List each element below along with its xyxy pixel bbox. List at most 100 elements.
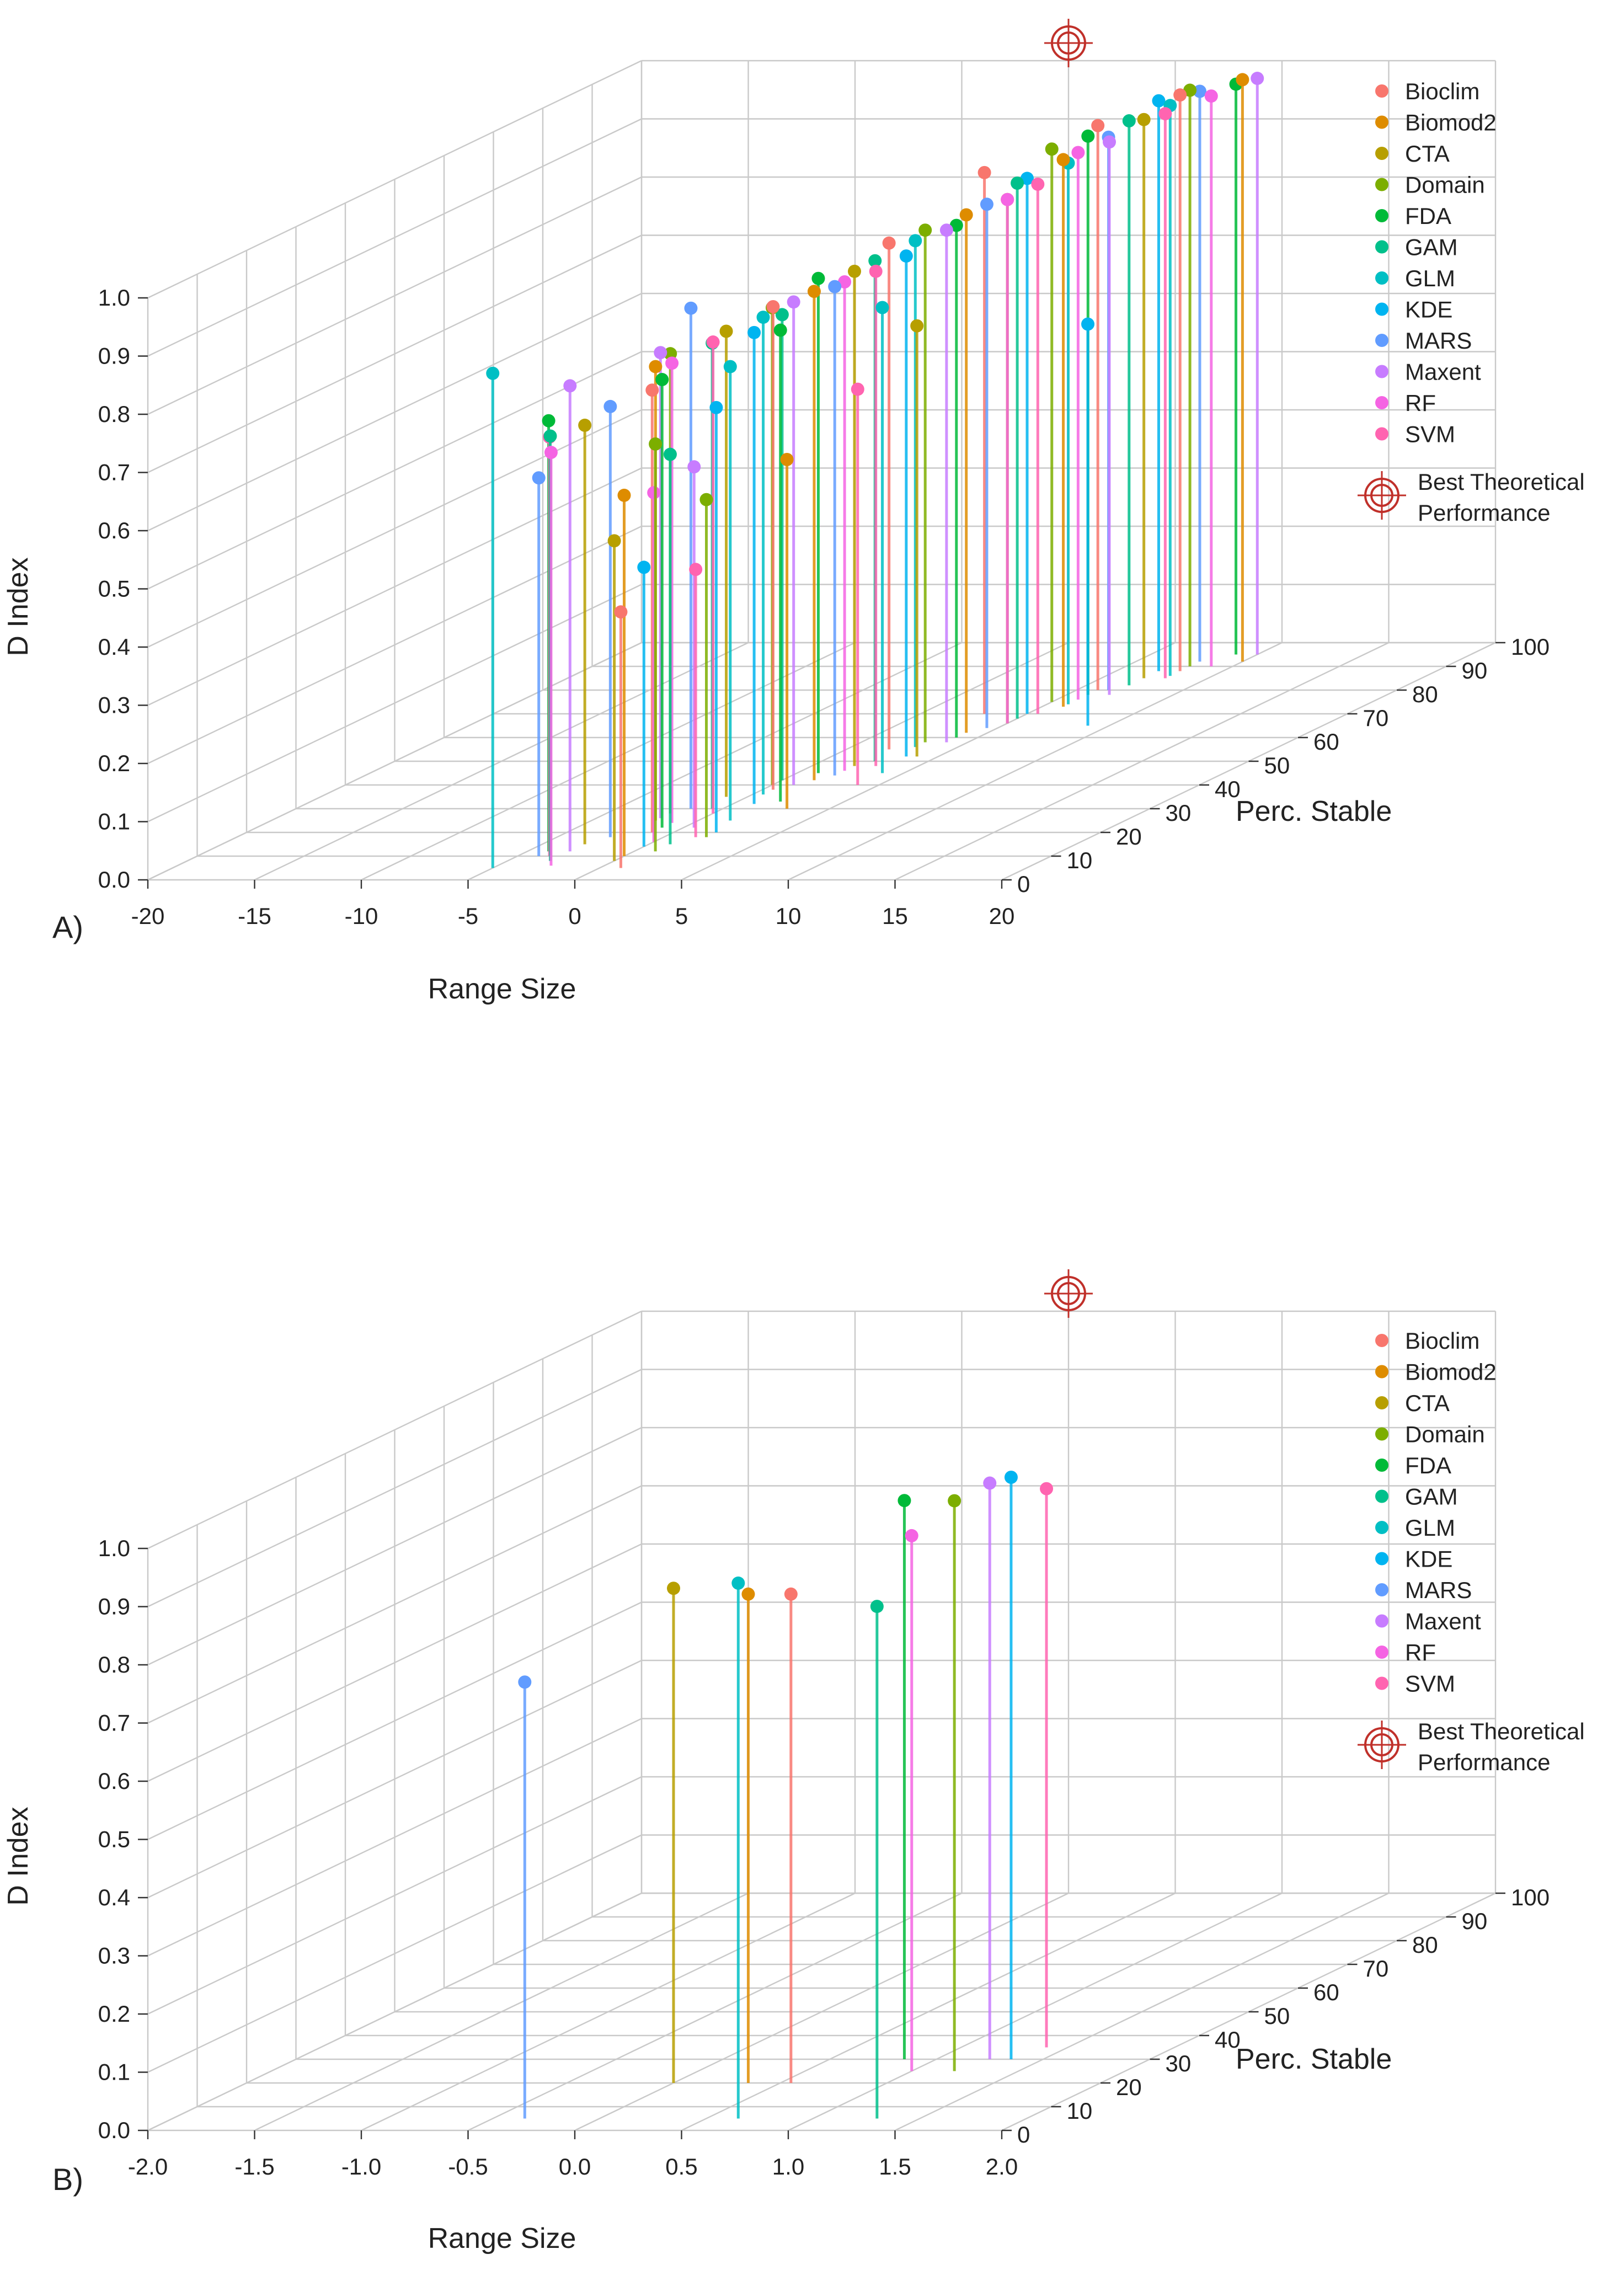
- data-point: [1045, 142, 1059, 156]
- data-point: [684, 301, 698, 315]
- legend-swatch: [1375, 1489, 1388, 1503]
- left-wall-gridline-z: [147, 1485, 642, 1724]
- z-tick-label: 0.4: [98, 634, 130, 660]
- legend-swatch: [1375, 84, 1388, 98]
- y-tick-label: 10: [1067, 847, 1093, 873]
- data-point: [614, 605, 628, 619]
- x-tick-label: 0.0: [559, 2154, 591, 2179]
- panel-a: -20 -15 -10 -5 0 5 10 15 20 0.0 0.1 0.2 0.3 0.4 0.5 0.6…: [2, 19, 1585, 1005]
- x-tick-label: -1.5: [234, 2154, 274, 2179]
- z-tick-label: 0.8: [98, 1652, 130, 1678]
- data-point: [747, 325, 761, 339]
- z-tick-label: 0.7: [98, 460, 130, 485]
- data-point: [787, 295, 800, 309]
- legend-swatch: [1375, 1396, 1388, 1409]
- x-tick-label: 0: [568, 903, 581, 929]
- legend-item-label: RF: [1405, 390, 1436, 416]
- legend-item-label: RF: [1405, 1639, 1436, 1665]
- y-tick-label: 90: [1462, 1908, 1488, 1934]
- legend-swatch: [1375, 1459, 1388, 1472]
- best-theoretical-target-icon: [1044, 1269, 1093, 1318]
- data-point: [647, 486, 661, 500]
- data-point: [959, 208, 973, 222]
- data-point: [838, 275, 852, 289]
- z-tick-label: 0.3: [98, 1943, 130, 1969]
- legend-swatch: [1375, 365, 1388, 378]
- data-point: [811, 271, 825, 285]
- y-axis-title: Perc. Stable: [1236, 2043, 1392, 2075]
- left-wall-gridline-z: [147, 351, 642, 590]
- data-point: [1193, 84, 1206, 98]
- data-point: [1251, 72, 1264, 86]
- data-points: [518, 1471, 1054, 2119]
- legend-item-label: KDE: [1405, 297, 1452, 323]
- x-tick-label: -0.5: [448, 2154, 488, 2179]
- box-grid: [147, 1310, 1497, 2132]
- data-point: [949, 218, 963, 232]
- y-tick-label: 30: [1166, 2050, 1192, 2076]
- data-point: [532, 471, 546, 485]
- data-point: [1040, 1482, 1054, 1495]
- data-point: [1081, 129, 1095, 143]
- data-point: [1081, 317, 1095, 331]
- data-point: [766, 300, 780, 313]
- left-wall-gridline-z: [147, 292, 642, 532]
- data-point: [870, 1600, 884, 1614]
- x-tick-label: -2.0: [128, 2154, 168, 2179]
- legend-item-label: GLM: [1405, 1515, 1455, 1541]
- y-axis-title: Perc. Stable: [1236, 795, 1392, 827]
- legend-swatch: [1375, 115, 1388, 129]
- data-point: [649, 437, 663, 451]
- data-point: [909, 234, 922, 248]
- y-tick-label: 50: [1264, 752, 1290, 778]
- data-point: [603, 399, 617, 413]
- legend-item-label: CTA: [1405, 1390, 1450, 1416]
- x-tick-label: 2.0: [986, 2154, 1018, 2179]
- data-point: [869, 264, 883, 278]
- legend-swatch: [1375, 334, 1388, 347]
- best-theoretical-target-icon: [1044, 19, 1093, 67]
- y-tick-label: 80: [1412, 1932, 1438, 1958]
- data-point: [486, 366, 500, 380]
- x-tick-label: 15: [882, 903, 908, 929]
- y-tick-label: 80: [1412, 681, 1438, 707]
- legend-best-line2: Performance: [1418, 1749, 1550, 1775]
- data-point: [980, 197, 993, 211]
- x-tick-label: -5: [458, 903, 478, 929]
- legend-swatch: [1375, 1583, 1388, 1596]
- data-point: [667, 1582, 680, 1595]
- legend-swatch: [1375, 1365, 1388, 1379]
- legend-swatch: [1375, 1552, 1388, 1566]
- y-tick-label: 20: [1116, 824, 1142, 850]
- legend-swatch: [1375, 1334, 1388, 1347]
- left-wall-gridline-z: [147, 60, 642, 299]
- z-tick-label: 0.1: [98, 2059, 130, 2085]
- data-point: [1021, 172, 1034, 185]
- left-wall-gridline-z: [147, 234, 642, 473]
- legend-item-label: Biomod2: [1405, 1359, 1497, 1385]
- left-wall-gridline-z: [147, 467, 642, 706]
- data-point: [649, 360, 663, 373]
- left-wall-gridline-z: [147, 1310, 642, 1550]
- legend-item-label: Domain: [1405, 1422, 1485, 1447]
- data-point: [882, 236, 896, 250]
- legend-item-label: FDA: [1405, 203, 1451, 229]
- y-tick-label: 10: [1067, 2098, 1093, 2124]
- left-wall-gridline-z: [147, 1718, 642, 1957]
- left-wall-gridline-z: [147, 1776, 642, 2015]
- x-tick-label: -10: [345, 903, 378, 929]
- legend-best-line2: Performance: [1418, 500, 1550, 526]
- data-point: [1122, 114, 1136, 128]
- legend-swatch: [1375, 240, 1388, 254]
- legend-swatch: [1375, 1427, 1388, 1441]
- data-point: [637, 560, 651, 574]
- legend-item-label: MARS: [1405, 1577, 1472, 1603]
- y-tick-label: 0: [1017, 2122, 1030, 2148]
- data-point: [663, 447, 677, 461]
- left-wall-gridline-z: [147, 1659, 642, 1899]
- legend-swatch: [1375, 147, 1388, 160]
- data-point: [875, 301, 889, 314]
- x-tick-label: -15: [238, 903, 271, 929]
- legend-swatch: [1375, 1646, 1388, 1659]
